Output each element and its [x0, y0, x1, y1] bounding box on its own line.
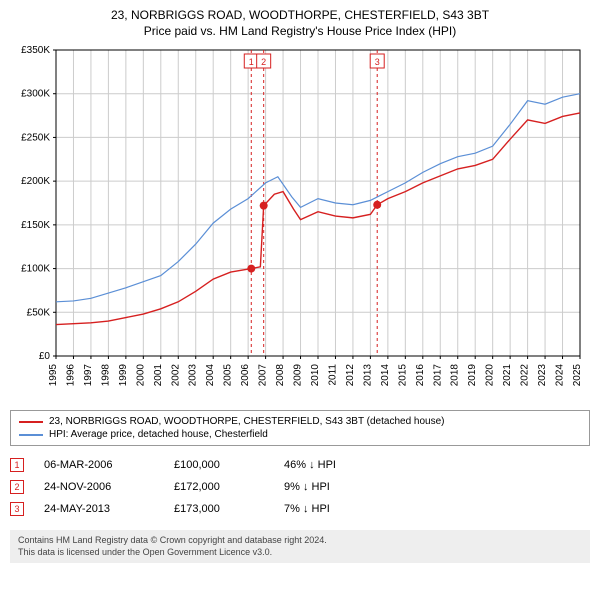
- svg-text:2021: 2021: [502, 364, 513, 387]
- svg-text:2005: 2005: [223, 364, 234, 387]
- event-date: 24-NOV-2006: [44, 481, 154, 493]
- svg-text:2018: 2018: [450, 364, 461, 387]
- svg-text:2004: 2004: [205, 364, 216, 387]
- legend-label: 23, NORBRIGGS ROAD, WOODTHORPE, CHESTERF…: [49, 416, 445, 427]
- legend-label: HPI: Average price, detached house, Ches…: [49, 429, 268, 440]
- svg-text:2017: 2017: [432, 364, 443, 387]
- svg-text:2012: 2012: [345, 364, 356, 387]
- svg-text:2019: 2019: [467, 364, 478, 387]
- svg-text:2: 2: [261, 57, 266, 67]
- svg-text:2014: 2014: [380, 364, 391, 387]
- event-marker: 2: [10, 480, 24, 494]
- svg-text:2020: 2020: [485, 364, 496, 387]
- svg-text:2022: 2022: [520, 364, 531, 387]
- svg-text:2015: 2015: [397, 364, 408, 387]
- svg-text:2002: 2002: [170, 364, 181, 387]
- svg-text:2024: 2024: [555, 364, 566, 387]
- svg-text:1997: 1997: [83, 364, 94, 387]
- svg-text:£150K: £150K: [21, 220, 50, 231]
- svg-text:£250K: £250K: [21, 132, 50, 143]
- svg-text:£50K: £50K: [27, 307, 51, 318]
- event-date: 24-MAY-2013: [44, 503, 154, 515]
- svg-text:2025: 2025: [572, 364, 583, 387]
- svg-text:£100K: £100K: [21, 264, 50, 275]
- event-row: 3 24-MAY-2013 £173,000 7% ↓ HPI: [10, 498, 590, 520]
- svg-text:1996: 1996: [65, 364, 76, 387]
- footnote-line2: This data is licensed under the Open Gov…: [18, 547, 582, 559]
- event-pct: 7% ↓ HPI: [284, 503, 394, 515]
- svg-text:£350K: £350K: [21, 45, 50, 56]
- title-line1: 23, NORBRIGGS ROAD, WOODTHORPE, CHESTERF…: [10, 8, 590, 22]
- svg-text:£300K: £300K: [21, 89, 50, 100]
- event-marker: 3: [10, 502, 24, 516]
- chart: £0 £50K £100K £150K £200K £250K £300K £350K 1995…: [10, 44, 590, 404]
- svg-text:2000: 2000: [135, 364, 146, 387]
- event-date: 06-MAR-2006: [44, 459, 154, 471]
- svg-text:2016: 2016: [415, 364, 426, 387]
- svg-text:2013: 2013: [362, 364, 373, 387]
- legend: 23, NORBRIGGS ROAD, WOODTHORPE, CHESTERF…: [10, 410, 590, 446]
- svg-text:2009: 2009: [293, 364, 304, 387]
- svg-text:1995: 1995: [48, 364, 59, 387]
- legend-item: 23, NORBRIGGS ROAD, WOODTHORPE, CHESTERF…: [19, 415, 581, 428]
- svg-text:2011: 2011: [327, 364, 338, 386]
- svg-text:2023: 2023: [537, 364, 548, 387]
- footnote: Contains HM Land Registry data © Crown c…: [10, 530, 590, 563]
- footnote-line1: Contains HM Land Registry data © Crown c…: [18, 535, 582, 547]
- events-table: 1 06-MAR-2006 £100,000 46% ↓ HPI 2 24-NOV-200…: [10, 454, 590, 520]
- event-price: £100,000: [174, 459, 264, 471]
- svg-text:1999: 1999: [118, 364, 129, 387]
- legend-item: HPI: Average price, detached house, Ches…: [19, 428, 581, 441]
- event-pct: 46% ↓ HPI: [284, 459, 394, 471]
- title-block: 23, NORBRIGGS ROAD, WOODTHORPE, CHESTERF…: [10, 8, 590, 38]
- chart-container: 23, NORBRIGGS ROAD, WOODTHORPE, CHESTERF…: [0, 0, 600, 571]
- svg-text:2007: 2007: [258, 364, 269, 387]
- event-price: £172,000: [174, 481, 264, 493]
- legend-swatch: [19, 421, 43, 423]
- svg-text:1998: 1998: [100, 364, 111, 387]
- svg-text:2006: 2006: [240, 364, 251, 387]
- chart-svg: £0 £50K £100K £150K £200K £250K £300K £350K 1995…: [10, 44, 590, 404]
- event-marker: 1: [10, 458, 24, 472]
- event-pct: 9% ↓ HPI: [284, 481, 394, 493]
- svg-text:£200K: £200K: [21, 176, 50, 187]
- legend-swatch: [19, 434, 43, 436]
- svg-text:3: 3: [375, 57, 380, 67]
- title-line2: Price paid vs. HM Land Registry's House …: [10, 24, 590, 38]
- event-row: 2 24-NOV-2006 £172,000 9% ↓ HPI: [10, 476, 590, 498]
- svg-text:2008: 2008: [275, 364, 286, 387]
- svg-text:2003: 2003: [188, 364, 199, 387]
- svg-text:2001: 2001: [153, 364, 164, 387]
- event-row: 1 06-MAR-2006 £100,000 46% ↓ HPI: [10, 454, 590, 476]
- svg-text:1: 1: [249, 57, 254, 67]
- event-price: £173,000: [174, 503, 264, 515]
- svg-text:2010: 2010: [310, 364, 321, 387]
- svg-text:£0: £0: [39, 351, 51, 362]
